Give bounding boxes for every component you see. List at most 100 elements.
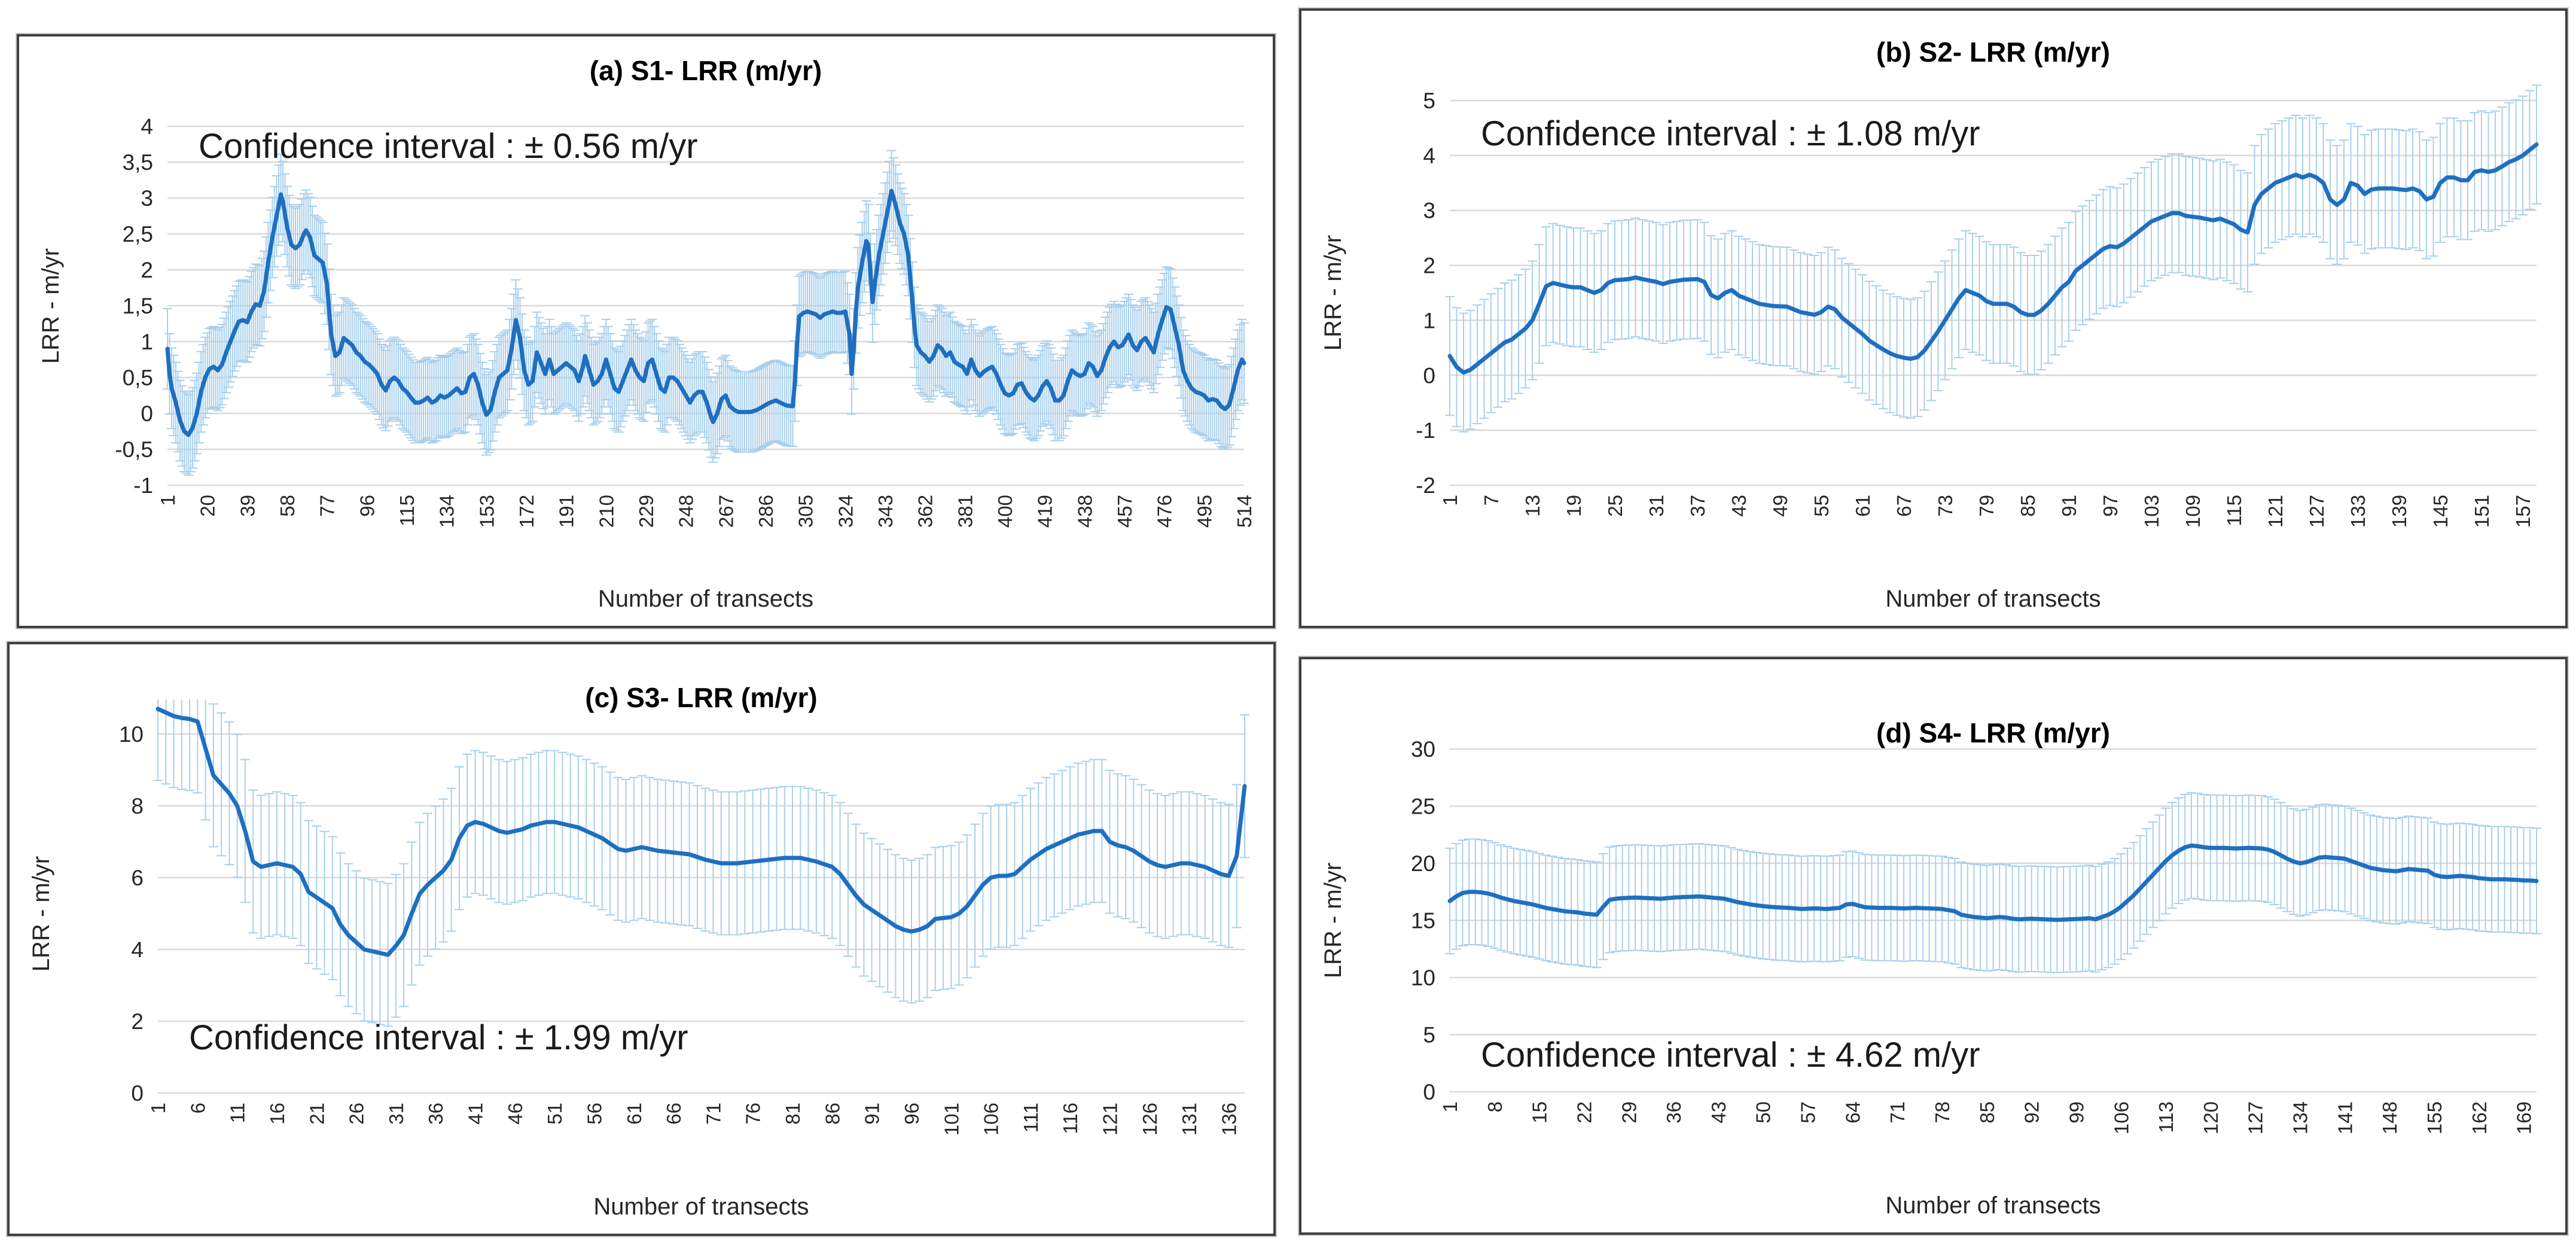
svg-text:96: 96 [356,495,378,517]
lrr-series-line [156,707,1247,957]
svg-text:6: 6 [131,866,144,890]
svg-text:172: 172 [516,495,538,528]
svg-text:103: 103 [2141,495,2163,528]
svg-text:134: 134 [2290,1101,2312,1134]
svg-text:248: 248 [675,495,697,528]
svg-text:57: 57 [1797,1101,1819,1124]
svg-text:4: 4 [141,114,153,139]
panel-s3-x-axis-title: Number of transects [593,1194,809,1220]
svg-text:3: 3 [1423,199,1435,223]
y-axis-tick-labels: 5 4 3 2 1 0 -1 -2 [1416,89,1435,498]
svg-text:115: 115 [2223,495,2245,526]
svg-text:324: 324 [834,495,856,528]
svg-text:151: 151 [2471,495,2493,528]
svg-text:5: 5 [1423,89,1435,113]
svg-text:11: 11 [227,1103,249,1123]
svg-text:1: 1 [147,1103,169,1113]
panel-s2-y-axis-title: LRR - m/yr [1320,235,1347,351]
svg-text:36: 36 [1663,1101,1685,1124]
svg-text:26: 26 [346,1103,368,1125]
panel-s4: 30 25 20 15 10 5 0 1 8 15 22 29 36 43 50 57 64 71 78 85 92 99… [1299,657,2568,1235]
svg-text:91: 91 [861,1103,883,1125]
svg-text:0: 0 [131,1081,144,1106]
svg-text:15: 15 [1411,909,1435,933]
svg-text:56: 56 [584,1103,606,1125]
svg-text:106: 106 [2110,1101,2132,1134]
svg-text:77: 77 [316,495,339,517]
panel-s1-y-axis-title: LRR - m/yr [38,248,65,364]
svg-text:58: 58 [276,495,298,517]
svg-text:96: 96 [901,1103,923,1125]
svg-text:106: 106 [980,1103,1002,1136]
y-axis-tick-labels: 10 8 6 4 2 0 [119,722,144,1106]
svg-text:400: 400 [994,495,1016,528]
svg-text:91: 91 [2058,495,2080,517]
svg-text:10: 10 [119,722,144,747]
svg-text:131: 131 [1178,1103,1200,1136]
svg-text:15: 15 [1529,1101,1551,1124]
svg-text:145: 145 [2429,495,2452,528]
svg-text:13: 13 [1522,495,1544,517]
svg-text:343: 343 [874,495,897,528]
svg-text:30: 30 [1411,737,1435,762]
svg-text:55: 55 [1810,495,1833,517]
svg-text:22: 22 [1574,1101,1596,1124]
svg-text:457: 457 [1114,495,1136,528]
svg-text:79: 79 [1976,495,1998,517]
chart-s1: 4 3,5 3 2,5 2 1,5 1 0,5 0 -0,5 -1 1 20 39 58 77 96 115 134… [115,114,1255,528]
svg-text:438: 438 [1074,495,1096,528]
panel-s2-title: (b) S2- LRR (m/yr) [1876,36,2110,68]
svg-text:29: 29 [1618,1101,1640,1124]
error-bars [163,150,1249,476]
svg-text:127: 127 [2245,1101,2267,1134]
panel-s1: 4 3,5 3 2,5 2 1,5 1 0,5 0 -0,5 -1 1 20 39 58 77 96 115 134… [17,34,1275,628]
svg-text:92: 92 [2021,1101,2043,1124]
panel-s4-x-axis-title: Number of transects [1885,1192,2101,1219]
svg-text:50: 50 [1752,1101,1775,1124]
svg-text:157: 157 [2512,495,2534,528]
svg-text:153: 153 [475,495,498,528]
svg-text:39: 39 [236,495,258,517]
svg-text:3,5: 3,5 [123,150,153,175]
svg-text:162: 162 [2468,1101,2490,1134]
panel-s1-title: (a) S1- LRR (m/yr) [589,55,822,86]
svg-text:148: 148 [2379,1101,2401,1134]
y-axis-tick-labels: 4 3,5 3 2,5 2 1,5 1 0,5 0 -0,5 -1 [115,114,153,498]
panel-s3: 10 8 6 4 2 0 1 6 11 16 21 26 31 36 41 46 51 56 61 66 71 76 81 8… [7,642,1276,1236]
lrr-series-line [1447,843,2539,922]
svg-text:25: 25 [1604,495,1626,517]
panel-s4-title: (d) S4- LRR (m/yr) [1876,717,2110,748]
panel-s2: 5 4 3 2 1 0 -1 -2 1 7 13 19 25 31 37 43 49 55 61 67 73 79 85 91… [1299,8,2568,628]
svg-text:191: 191 [556,495,578,528]
svg-text:495: 495 [1193,495,1215,528]
svg-text:362: 362 [914,495,937,528]
svg-text:155: 155 [2423,1101,2446,1134]
svg-text:0,5: 0,5 [123,366,153,390]
panel-s4-ci-annotation: Confidence interval : ± 4.62 m/yr [1481,1036,1980,1074]
svg-text:-1: -1 [133,473,153,498]
svg-text:51: 51 [544,1103,566,1125]
svg-text:85: 85 [1976,1101,1998,1124]
panel-s3-y-axis-title: LRR - m/yr [28,856,55,972]
svg-text:43: 43 [1728,495,1750,517]
svg-text:381: 381 [954,495,976,528]
svg-text:2,5: 2,5 [123,222,153,246]
svg-text:1: 1 [141,330,153,354]
svg-text:116: 116 [1059,1103,1081,1134]
svg-text:0: 0 [141,401,153,426]
svg-text:2: 2 [141,258,153,282]
svg-text:8: 8 [131,794,144,818]
svg-text:73: 73 [1934,495,1956,517]
svg-text:134: 134 [436,495,458,528]
svg-text:37: 37 [1687,495,1709,517]
svg-text:141: 141 [2334,1101,2356,1134]
svg-text:86: 86 [821,1103,843,1125]
svg-text:419: 419 [1034,495,1056,528]
svg-text:2: 2 [131,1009,144,1034]
svg-text:210: 210 [595,495,617,528]
panel-s3-title: (c) S3- LRR (m/yr) [585,682,818,713]
svg-text:0: 0 [1423,363,1435,388]
x-axis-tick-labels: 1 8 15 22 29 36 43 50 57 64 71 78 85 92 99 106 113 120 127… [1439,1101,2535,1134]
